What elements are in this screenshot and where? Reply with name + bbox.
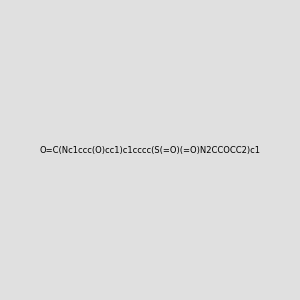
Text: O=C(Nc1ccc(O)cc1)c1cccc(S(=O)(=O)N2CCOCC2)c1: O=C(Nc1ccc(O)cc1)c1cccc(S(=O)(=O)N2CCOCC… xyxy=(40,146,260,154)
